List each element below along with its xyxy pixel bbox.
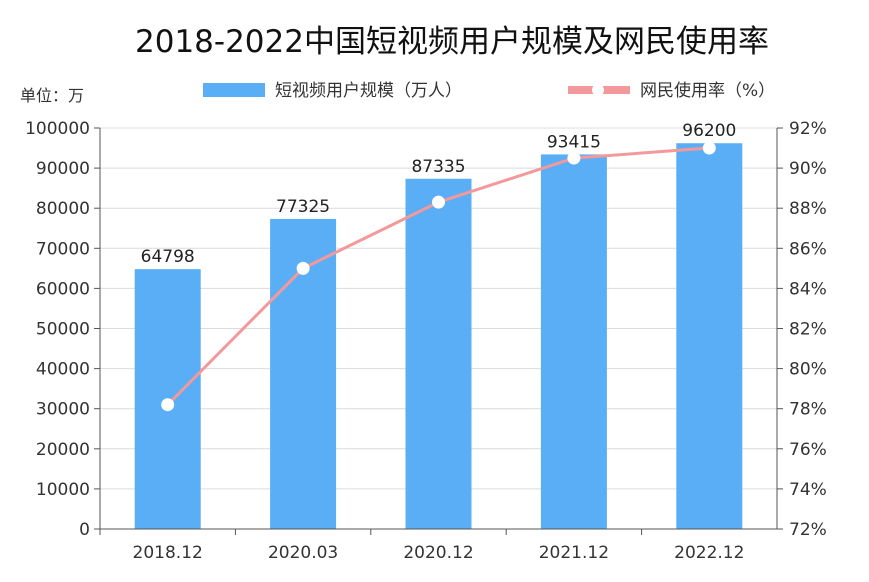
left-axis-tick-label: 80000	[36, 199, 90, 219]
right-axis-tick-label: 80%	[789, 360, 827, 380]
bar	[405, 178, 472, 529]
left-axis-tick-label: 70000	[36, 239, 90, 259]
usage-rate-point	[567, 151, 581, 165]
x-axis-tick-label: 2022.12	[674, 543, 744, 563]
right-axis-tick-label: 82%	[789, 320, 827, 340]
usage-rate-point	[161, 398, 175, 412]
right-axis-tick-label: 74%	[789, 480, 827, 500]
usage-rate-point	[296, 261, 310, 275]
bar	[676, 143, 743, 529]
unit-label: 单位：万	[20, 86, 84, 105]
left-axis-tick-label: 60000	[36, 279, 90, 299]
x-axis-tick-label: 2018.12	[133, 543, 203, 563]
x-axis-tick-label: 2020.03	[268, 543, 338, 563]
legend: 短视频用户规模（万人） 网民使用率（%）	[203, 80, 775, 101]
right-axis-tick-label: 86%	[789, 239, 827, 259]
legend-bar-label: 短视频用户规模（万人）	[275, 81, 462, 101]
x-axis-tick-label: 2020.12	[403, 543, 473, 563]
chart-title: 2018-2022中国短视频用户规模及网民使用率	[135, 24, 769, 60]
bar-data-label: 96200	[682, 121, 736, 141]
right-axis-tick-label: 76%	[789, 440, 827, 460]
bar	[540, 154, 607, 529]
left-axis-tick-label: 50000	[36, 320, 90, 340]
left-axis-tick-label: 0	[79, 520, 90, 540]
legend-line-label: 网民使用率（%）	[640, 80, 775, 101]
right-axis-tick-label: 84%	[789, 279, 827, 299]
x-axis-tick-label: 2021.12	[539, 543, 609, 563]
left-axis-tick-label: 10000	[36, 480, 90, 500]
left-axis-tick-label: 20000	[36, 440, 90, 460]
left-axis-tick-label: 100000	[25, 119, 90, 139]
right-axis-tick-label: 72%	[789, 520, 827, 540]
legend-bar-swatch	[203, 83, 265, 97]
bar-data-label: 77325	[276, 197, 330, 217]
usage-rate-point	[432, 195, 445, 209]
right-axis-tick-label: 78%	[789, 400, 827, 420]
right-axis-tick-label: 92%	[789, 119, 827, 139]
left-axis-tick-label: 30000	[36, 400, 90, 420]
right-axis-tick-label: 90%	[789, 159, 827, 179]
usage-rate-point	[702, 141, 716, 155]
legend-line-marker	[592, 84, 604, 96]
right-axis-tick-label: 88%	[789, 199, 827, 219]
left-axis-tick-label: 90000	[36, 159, 90, 179]
left-axis-tick-label: 40000	[36, 360, 90, 380]
bar-data-label: 93415	[547, 132, 601, 152]
bar-data-label: 87335	[411, 157, 465, 177]
bar-data-label: 64798	[141, 247, 195, 267]
